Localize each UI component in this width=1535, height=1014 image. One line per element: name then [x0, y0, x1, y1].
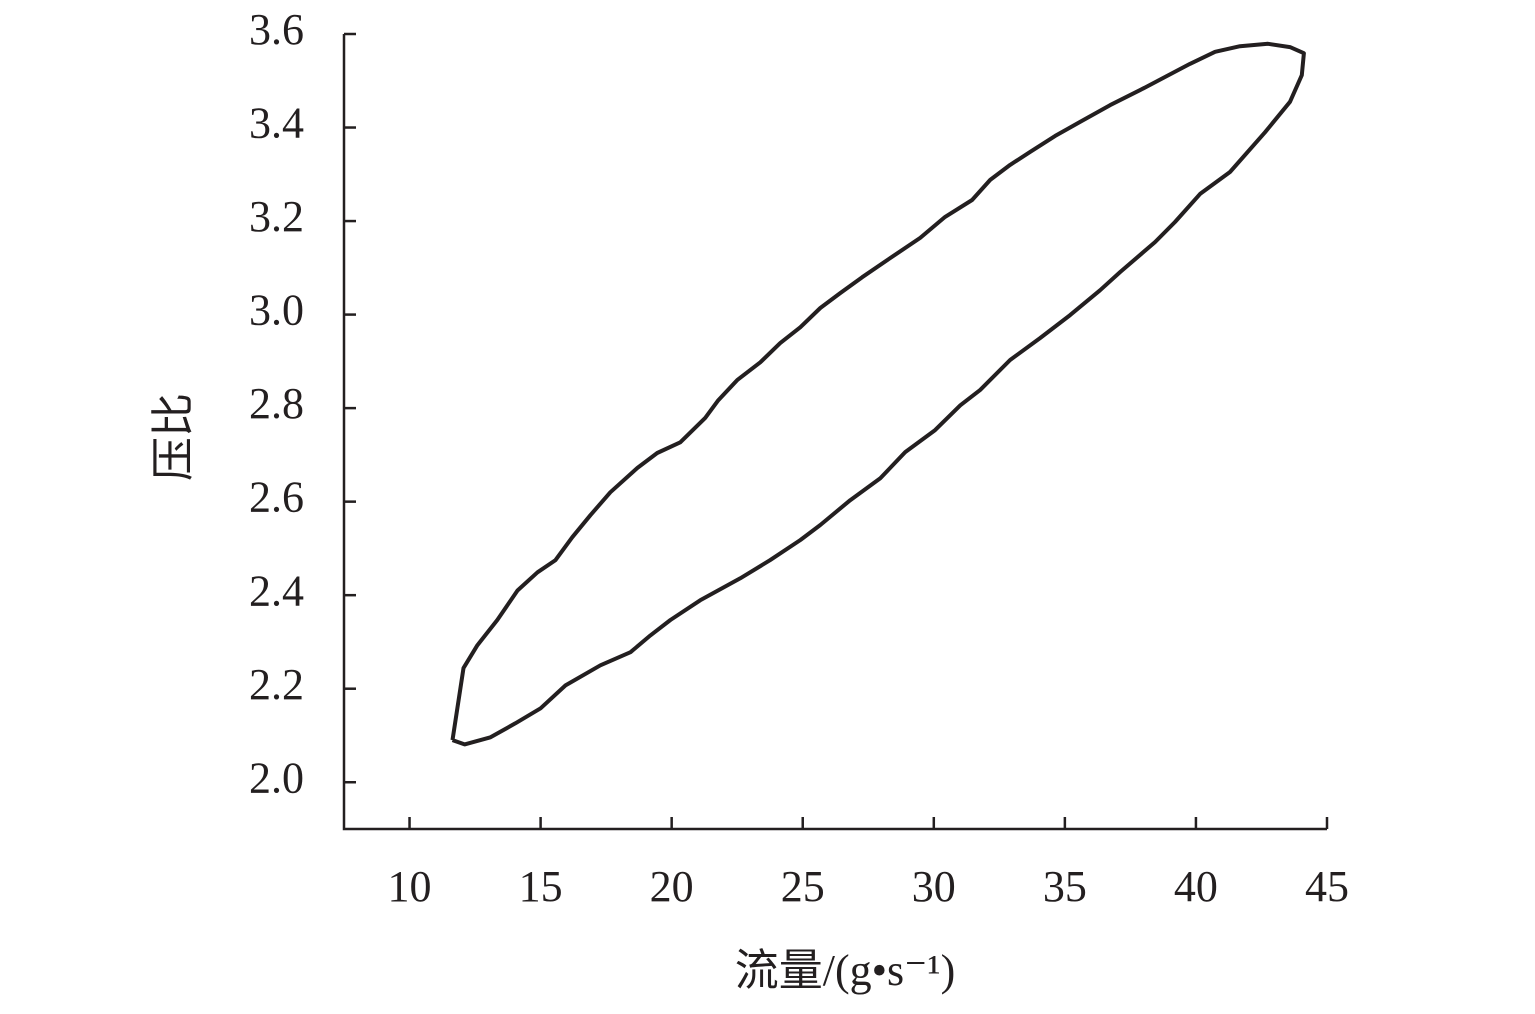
y-tick-label: 2.2 [249, 660, 304, 709]
x-axis-label: 流量/(g•s⁻¹) [735, 946, 955, 995]
x-tick-label: 30 [912, 862, 956, 911]
axes [342, 34, 1327, 831]
x-tick-label: 20 [650, 862, 694, 911]
y-axis-label: 压比 [149, 393, 198, 481]
y-tick-label: 2.6 [249, 473, 304, 522]
x-tick-label: 45 [1305, 862, 1349, 911]
y-tick-label: 3.2 [249, 192, 304, 241]
data-line [450, 41, 1306, 747]
x-tick-label: 40 [1174, 862, 1218, 911]
y-tick-label: 2.4 [249, 566, 304, 615]
y-tick-label: 3.4 [249, 99, 304, 148]
x-tick-label: 25 [781, 862, 825, 911]
x-tick-label: 35 [1043, 862, 1087, 911]
y-tick-label: 2.8 [249, 379, 304, 428]
x-tick-label: 15 [519, 862, 563, 911]
y-tick-label: 3.0 [249, 286, 304, 335]
y-tick-label: 2.0 [249, 753, 304, 802]
y-tick-label: 3.6 [249, 5, 304, 54]
x-tick-label: 10 [388, 862, 432, 911]
